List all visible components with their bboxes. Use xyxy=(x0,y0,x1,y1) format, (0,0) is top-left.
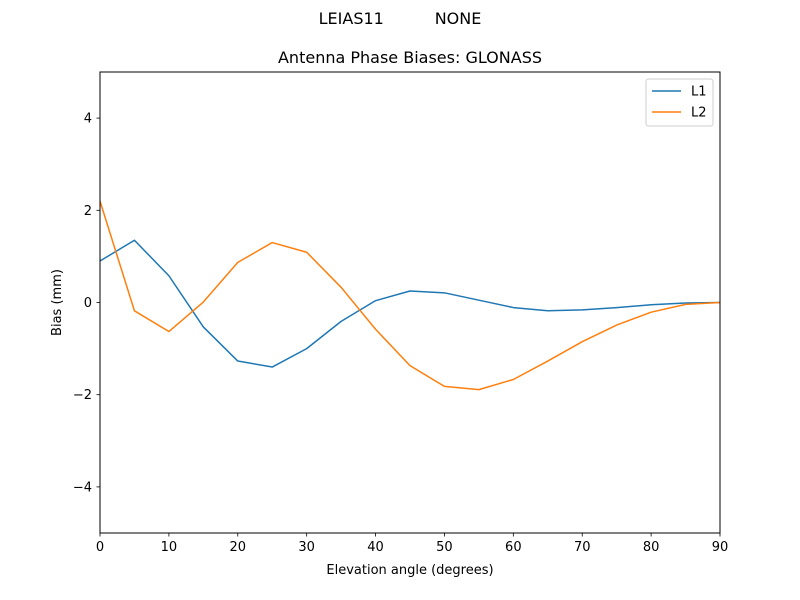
y-tick-label: 0 xyxy=(84,296,92,311)
x-tick-label: 60 xyxy=(505,540,522,555)
x-tick-label: 50 xyxy=(436,540,453,555)
x-tick-label: 10 xyxy=(161,540,178,555)
series-line-l2 xyxy=(100,200,720,391)
figure-suptitle: LEIAS11 NONE xyxy=(318,9,482,28)
y-tick-label: −4 xyxy=(73,480,92,495)
x-tick-label: 70 xyxy=(574,540,591,555)
x-tick-label: 0 xyxy=(96,540,104,555)
plot-frame xyxy=(99,71,721,534)
x-tick-label: 40 xyxy=(367,540,384,555)
series-line-l1 xyxy=(100,239,720,368)
x-axis-label: Elevation angle (degrees) xyxy=(326,563,493,578)
x-tick-label: 20 xyxy=(230,540,247,555)
y-tick-label: −2 xyxy=(73,388,92,403)
x-tick-label: 80 xyxy=(643,540,660,555)
y-axis-label: Bias (mm) xyxy=(50,269,65,336)
y-tick-label: 4 xyxy=(84,112,92,127)
legend-label-l1: L1 xyxy=(691,85,707,100)
legend-label-l2: L2 xyxy=(691,106,707,121)
x-tick-label: 30 xyxy=(298,540,315,555)
y-tick-label: 2 xyxy=(84,204,92,219)
chart-title: Antenna Phase Biases: GLONASS xyxy=(278,48,542,67)
x-tick-label: 90 xyxy=(712,540,729,555)
